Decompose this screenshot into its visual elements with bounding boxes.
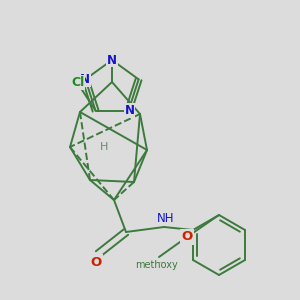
Text: Cl: Cl <box>71 76 84 89</box>
Text: methyl: methyl <box>159 262 164 263</box>
Text: methoxy: methoxy <box>136 260 178 270</box>
Text: N: N <box>80 73 90 86</box>
Text: H: H <box>100 142 108 152</box>
Text: N: N <box>107 53 117 67</box>
Text: N: N <box>124 104 134 117</box>
Text: NH: NH <box>157 212 175 226</box>
Text: O: O <box>90 256 102 268</box>
Text: O: O <box>182 230 193 244</box>
